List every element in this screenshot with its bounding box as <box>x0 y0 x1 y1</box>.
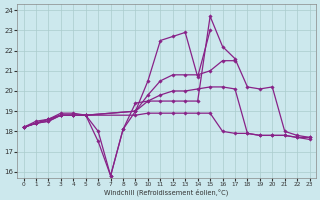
X-axis label: Windchill (Refroidissement éolien,°C): Windchill (Refroidissement éolien,°C) <box>104 188 229 196</box>
